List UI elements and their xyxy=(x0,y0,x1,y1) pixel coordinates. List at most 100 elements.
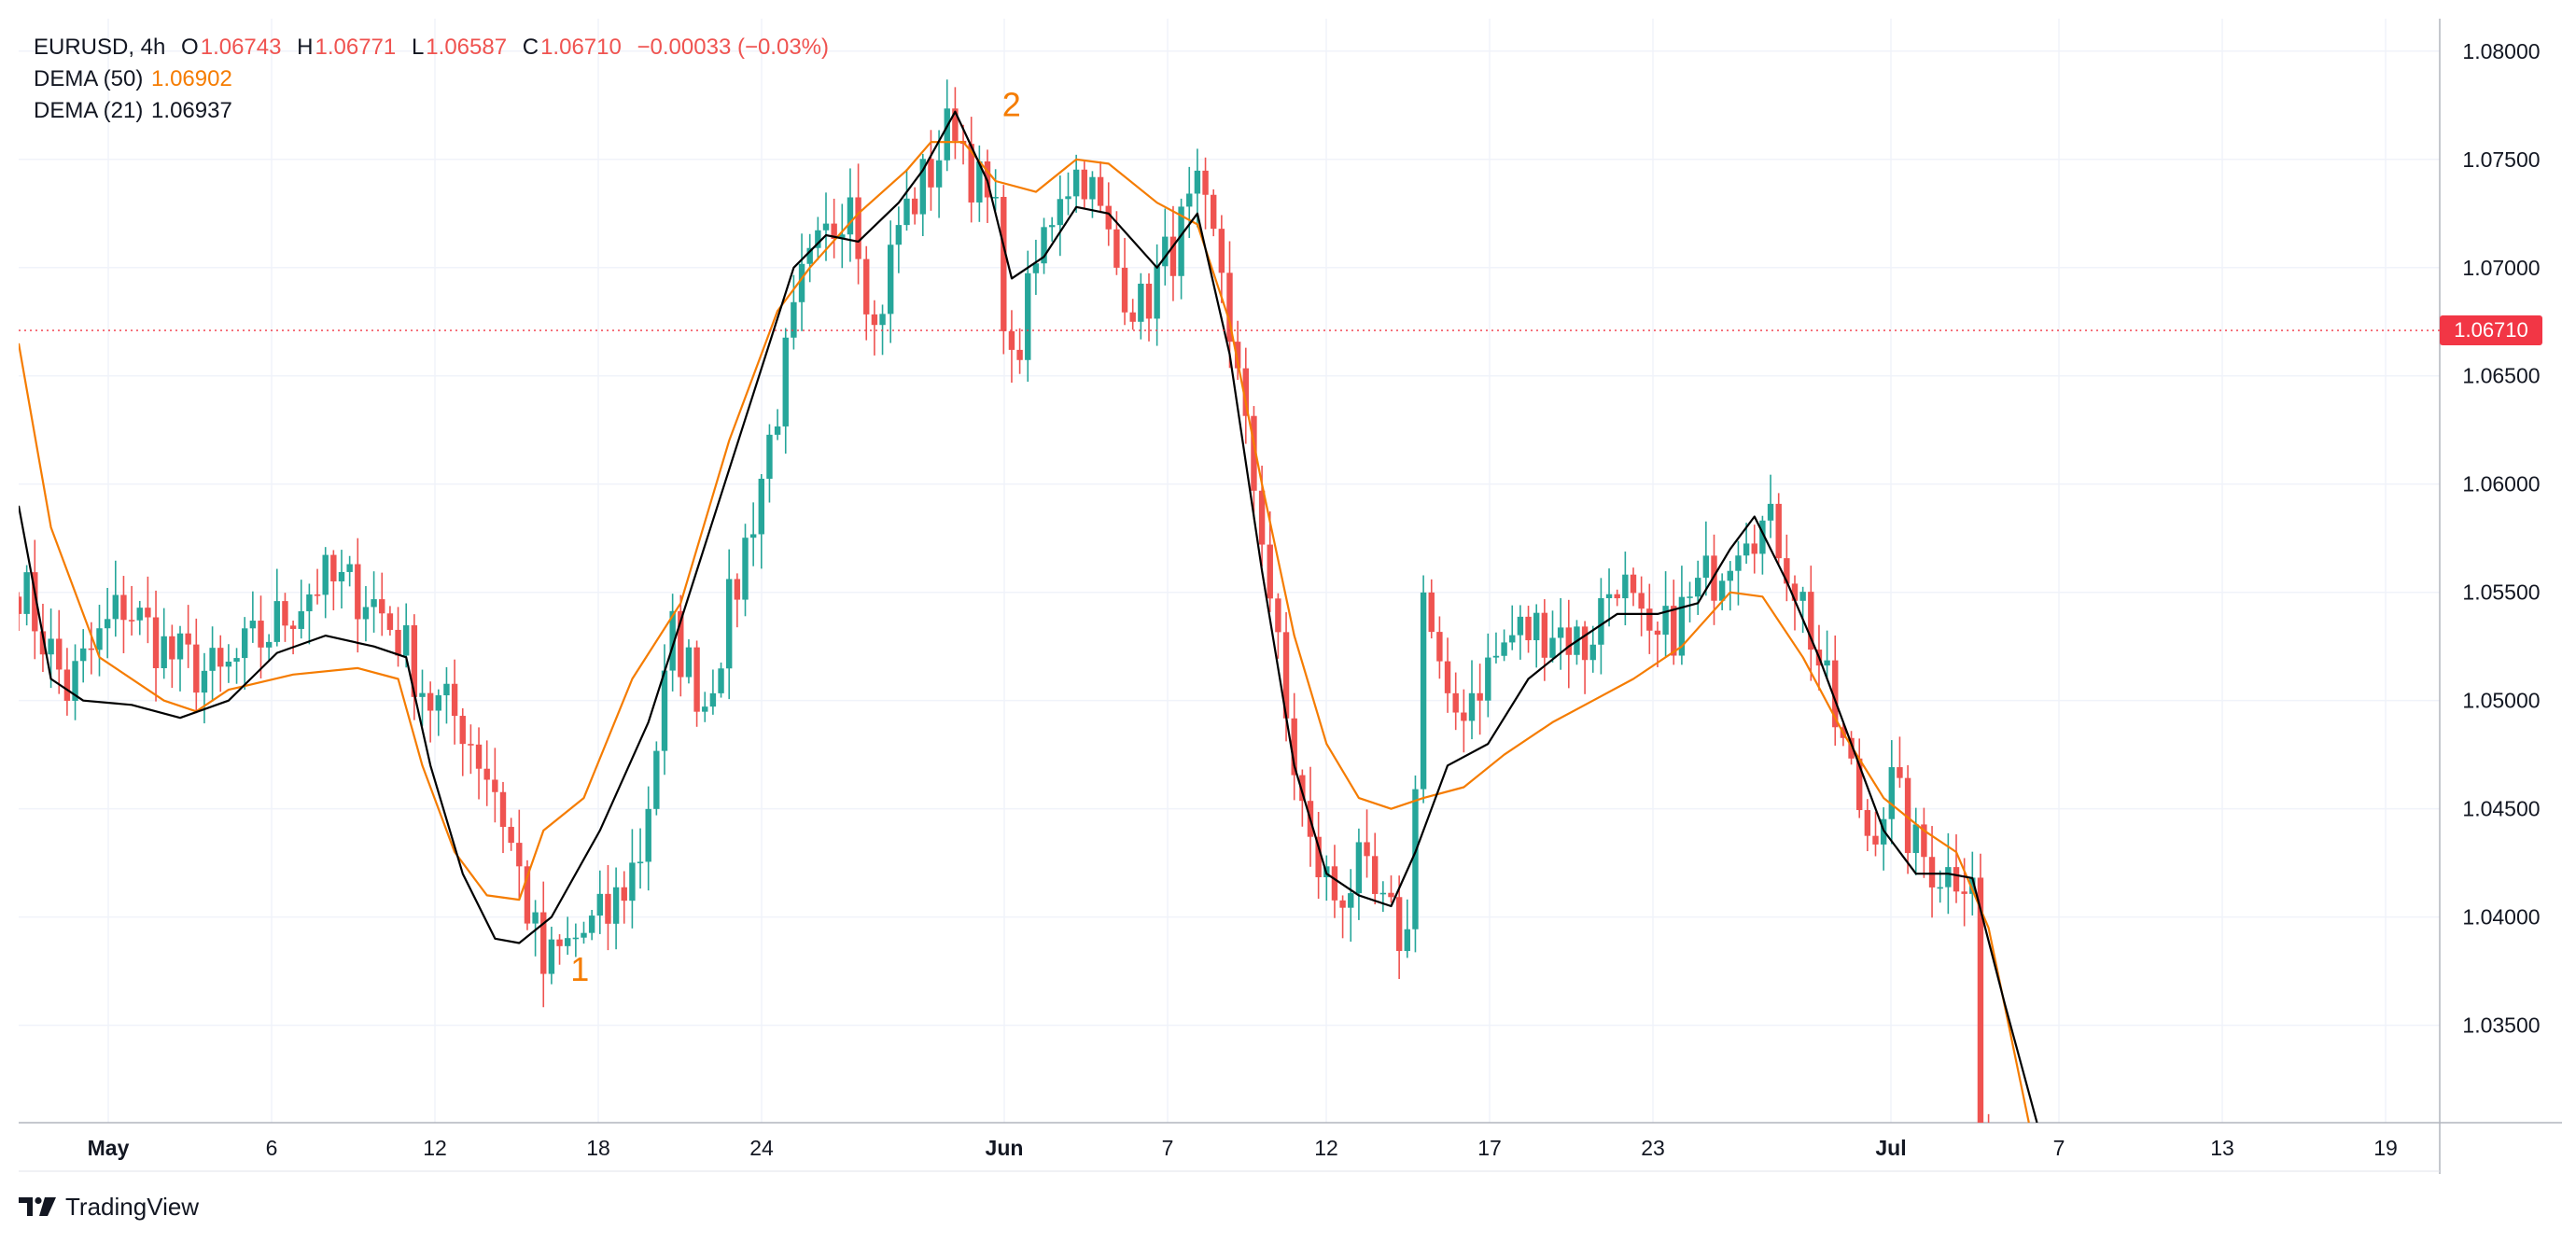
candle[interactable] xyxy=(338,550,345,609)
candle[interactable] xyxy=(669,594,676,692)
candle[interactable] xyxy=(161,608,167,679)
candle[interactable] xyxy=(128,585,135,636)
candle[interactable] xyxy=(1186,166,1193,239)
candle[interactable] xyxy=(637,828,644,889)
candle[interactable] xyxy=(1364,809,1370,878)
candle[interactable] xyxy=(1678,566,1686,665)
candle[interactable] xyxy=(588,910,595,941)
candle[interactable] xyxy=(903,169,910,231)
candle[interactable] xyxy=(1759,515,1766,575)
candle[interactable] xyxy=(888,220,894,343)
candle[interactable] xyxy=(32,539,38,660)
candle[interactable] xyxy=(289,620,297,655)
candle[interactable] xyxy=(483,740,490,806)
candle[interactable] xyxy=(1331,845,1338,918)
candle[interactable] xyxy=(1509,605,1516,650)
candle[interactable] xyxy=(911,187,918,225)
candle[interactable] xyxy=(145,576,151,644)
candle[interactable] xyxy=(169,624,175,689)
dema50-row[interactable]: DEMA (50) 1.06902 xyxy=(34,63,829,95)
candle[interactable] xyxy=(1904,764,1911,874)
candle[interactable] xyxy=(1145,273,1153,342)
candle[interactable] xyxy=(556,934,563,965)
candle[interactable] xyxy=(565,916,571,956)
candle[interactable] xyxy=(1226,241,1233,369)
candle[interactable] xyxy=(1953,834,1960,903)
candle[interactable] xyxy=(1162,208,1169,286)
candle[interactable] xyxy=(1138,273,1144,340)
candle[interactable] xyxy=(322,547,329,619)
candle[interactable] xyxy=(1412,776,1419,953)
candle[interactable] xyxy=(532,900,539,957)
candle[interactable] xyxy=(1477,664,1483,735)
candle[interactable] xyxy=(782,328,789,454)
candle[interactable] xyxy=(847,168,854,262)
candle[interactable] xyxy=(427,681,434,743)
tradingview-brand[interactable]: TradingView xyxy=(17,1191,199,1223)
candle[interactable] xyxy=(581,921,587,944)
candle[interactable] xyxy=(1065,172,1071,216)
candle[interactable] xyxy=(451,659,458,745)
candle[interactable] xyxy=(952,87,959,160)
candle[interactable] xyxy=(16,592,22,631)
candle[interactable] xyxy=(629,829,636,929)
candle[interactable] xyxy=(499,781,507,854)
price-axis-labels[interactable]: 1.08000 1.07500 1.07000 1.06500 1.06000 1.055… xyxy=(2462,39,2540,1038)
candle[interactable] xyxy=(1388,875,1394,903)
candle[interactable] xyxy=(1154,244,1160,346)
candle[interactable] xyxy=(524,860,531,930)
candle[interactable] xyxy=(136,600,143,636)
candle[interactable] xyxy=(1969,851,1976,916)
candle[interactable] xyxy=(1557,597,1564,670)
candle[interactable] xyxy=(935,130,943,218)
candle[interactable] xyxy=(1654,622,1661,667)
candle[interactable] xyxy=(1605,568,1613,627)
candle[interactable] xyxy=(346,555,353,587)
candle[interactable] xyxy=(1049,217,1056,242)
candle[interactable] xyxy=(23,565,30,626)
candle[interactable] xyxy=(839,203,846,269)
candle[interactable] xyxy=(1404,899,1410,958)
candle[interactable] xyxy=(1864,799,1871,852)
candle[interactable] xyxy=(1662,571,1669,658)
candle[interactable] xyxy=(678,594,684,697)
candle[interactable] xyxy=(1832,636,1839,747)
candle[interactable] xyxy=(693,640,700,727)
candle[interactable] xyxy=(185,605,191,668)
candle[interactable] xyxy=(242,617,248,690)
candle[interactable] xyxy=(201,652,208,724)
candle[interactable] xyxy=(1275,593,1281,659)
candle[interactable] xyxy=(1218,215,1225,303)
candle[interactable] xyxy=(1041,217,1047,274)
candle[interactable] xyxy=(919,153,926,236)
candle[interactable] xyxy=(298,580,304,639)
candle[interactable] xyxy=(1461,689,1467,753)
candle[interactable] xyxy=(806,233,813,283)
candle[interactable] xyxy=(1492,632,1500,664)
candle[interactable] xyxy=(306,583,313,645)
candle[interactable] xyxy=(1129,299,1136,330)
candle[interactable] xyxy=(1081,161,1087,209)
candle[interactable] xyxy=(1291,692,1297,801)
candle[interactable] xyxy=(1379,881,1387,913)
candle[interactable] xyxy=(112,560,119,637)
candle[interactable] xyxy=(718,662,724,698)
candle[interactable] xyxy=(1824,630,1830,678)
candle[interactable] xyxy=(1888,740,1895,845)
candlesticks[interactable] xyxy=(16,79,2040,1239)
candle[interactable] xyxy=(1928,826,1936,918)
candle[interactable] xyxy=(1880,807,1887,871)
candle[interactable] xyxy=(2034,1220,2039,1239)
candle[interactable] xyxy=(1202,157,1209,230)
candle[interactable] xyxy=(1420,575,1427,804)
candle[interactable] xyxy=(726,549,733,700)
candle[interactable] xyxy=(371,571,377,633)
candle[interactable] xyxy=(508,818,514,851)
candle[interactable] xyxy=(176,625,184,692)
candle[interactable] xyxy=(1687,581,1693,622)
candle[interactable] xyxy=(1702,521,1710,596)
candle[interactable] xyxy=(1355,828,1363,920)
candle[interactable] xyxy=(1057,175,1064,257)
candle[interactable] xyxy=(209,626,216,702)
candle[interactable] xyxy=(1784,534,1790,602)
